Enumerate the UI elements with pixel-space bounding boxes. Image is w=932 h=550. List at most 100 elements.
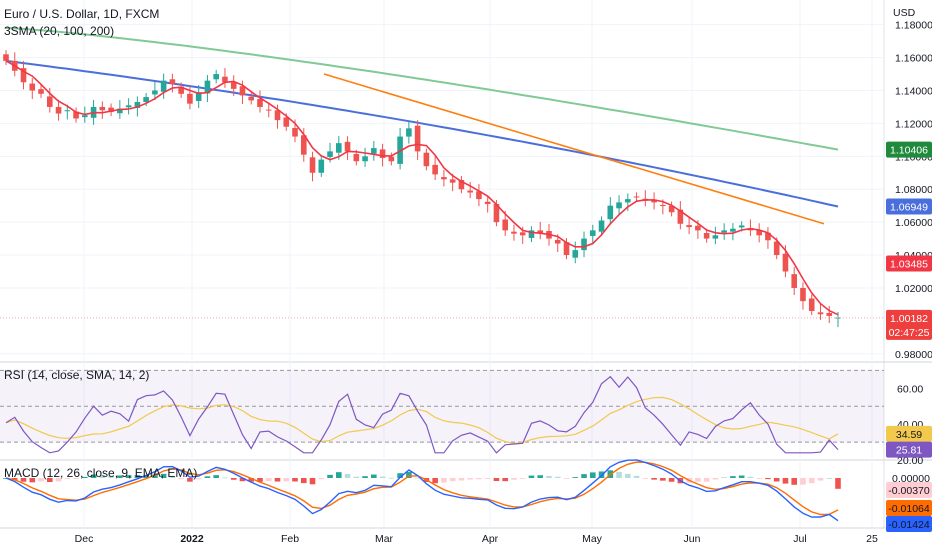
macd-histogram-bar bbox=[695, 478, 701, 482]
rsi-indicator-label[interactable]: RSI (14, close, SMA, 14, 2) bbox=[4, 368, 149, 382]
price-tick-label: 1.16000 bbox=[895, 53, 932, 65]
macd-histogram-bar bbox=[143, 474, 149, 478]
candle-body bbox=[651, 199, 657, 203]
price-tick-label: 1.12000 bbox=[895, 118, 932, 130]
rsi-band bbox=[0, 369, 884, 443]
macd-histogram-bar bbox=[99, 474, 106, 478]
macd-histogram-bar bbox=[703, 478, 710, 482]
price-tick-label: 1.02000 bbox=[895, 283, 932, 295]
macd-histogram-bar bbox=[747, 476, 754, 478]
candle-body bbox=[677, 209, 684, 224]
candle-body bbox=[64, 110, 71, 112]
macd-histogram-bar bbox=[502, 478, 508, 482]
candle-body bbox=[730, 228, 736, 232]
price-tick-label: 0.98000 bbox=[895, 349, 932, 361]
candle-body bbox=[309, 157, 316, 173]
rsi-tick-label: 60.00 bbox=[897, 383, 923, 395]
candle-body bbox=[300, 135, 307, 155]
candle-body bbox=[336, 143, 342, 153]
macd-histogram-bar bbox=[511, 478, 517, 480]
macd-histogram-bar bbox=[756, 478, 762, 479]
candle-body bbox=[476, 191, 482, 200]
candle-body bbox=[3, 54, 9, 61]
symbol-title[interactable]: Euro / U.S. Dollar, 1D, FXCM bbox=[4, 7, 159, 21]
macd-histogram-bar bbox=[108, 475, 114, 478]
macd-histogram-bar bbox=[554, 476, 561, 478]
candle-body bbox=[581, 238, 587, 251]
candle-body bbox=[20, 68, 27, 83]
candle-body bbox=[55, 106, 62, 114]
price-badge-text: 1.00182 bbox=[890, 313, 928, 325]
macd-histogram-bar bbox=[651, 478, 657, 480]
rsi-lines bbox=[5, 375, 839, 454]
candle-body bbox=[108, 107, 114, 112]
sma100-line bbox=[5, 59, 839, 208]
macd-histogram-bar bbox=[309, 478, 316, 485]
candle-body bbox=[738, 225, 745, 228]
candle-body bbox=[423, 152, 430, 167]
price-tick-label: 1.18000 bbox=[895, 20, 932, 32]
price-pane[interactable] bbox=[0, 0, 884, 362]
candle-body bbox=[511, 231, 517, 234]
macd-histogram-bar bbox=[738, 475, 745, 478]
candle-body bbox=[379, 149, 386, 158]
candle-body bbox=[773, 241, 780, 256]
candle-body bbox=[808, 298, 815, 311]
macd-indicator-label[interactable]: MACD (12, 26, close, 9, EMA, EMA) bbox=[4, 466, 197, 480]
candle-body bbox=[257, 99, 263, 107]
macd-histogram-bar bbox=[20, 478, 27, 482]
macd-histogram-bar bbox=[589, 472, 596, 478]
macd-histogram-bar bbox=[90, 474, 97, 478]
macd-histogram-bar bbox=[169, 475, 176, 478]
candle-body bbox=[686, 225, 692, 228]
macd-histogram-bar bbox=[327, 474, 333, 478]
candle-body bbox=[554, 239, 561, 244]
macd-histogram-bar bbox=[11, 478, 18, 480]
candle-body bbox=[46, 96, 53, 107]
trendline[interactable] bbox=[323, 73, 825, 225]
macd-histogram-bar bbox=[537, 475, 544, 478]
macd-badge-text: -0.00370 bbox=[888, 485, 930, 497]
candle-body bbox=[327, 151, 333, 157]
macd-histogram-bar bbox=[616, 471, 622, 478]
price-axis[interactable] bbox=[884, 0, 932, 550]
macd-histogram-bar bbox=[239, 478, 246, 482]
macd-histogram-bar bbox=[625, 473, 631, 478]
candle-body bbox=[441, 177, 447, 180]
macd-histogram-bar bbox=[484, 478, 491, 479]
macd-histogram-bar bbox=[835, 478, 841, 489]
macd-histogram-bar bbox=[458, 478, 465, 481]
candle-body bbox=[449, 179, 456, 183]
macd-histogram-bar bbox=[274, 478, 281, 482]
candle-body bbox=[371, 148, 377, 154]
macd-badge bbox=[886, 516, 932, 532]
macd-histogram-bar bbox=[712, 478, 719, 480]
currency-label: USD bbox=[893, 7, 916, 19]
candle-body bbox=[169, 79, 176, 84]
candle-body bbox=[826, 312, 833, 316]
macd-histogram-bar bbox=[38, 478, 44, 482]
macd-histogram-bar bbox=[344, 473, 351, 478]
candle-body bbox=[537, 230, 544, 234]
sma-indicator-label[interactable]: 3SMA (20, 100, 200) bbox=[4, 24, 114, 38]
candle-body bbox=[563, 242, 570, 256]
trendline-path[interactable] bbox=[323, 73, 825, 225]
sma200-path bbox=[5, 27, 839, 151]
price-badge-text: 1.06949 bbox=[890, 202, 928, 214]
rsi-ma-path bbox=[5, 396, 839, 445]
candle-body bbox=[493, 204, 500, 223]
price-badge bbox=[886, 255, 932, 272]
sma20-line bbox=[5, 60, 839, 316]
macd-histogram-bar bbox=[353, 476, 360, 478]
candle-body bbox=[230, 82, 237, 89]
candle-body bbox=[668, 205, 675, 213]
rsi-badge-text: 25.81 bbox=[896, 445, 922, 457]
macd-histogram-bar bbox=[572, 477, 579, 478]
sma200-line bbox=[5, 27, 839, 151]
candle-body bbox=[589, 230, 596, 236]
macd-line-path bbox=[5, 459, 839, 522]
candle-body bbox=[703, 232, 710, 239]
macd-histogram-bar bbox=[300, 478, 307, 484]
candle-body bbox=[800, 287, 806, 302]
